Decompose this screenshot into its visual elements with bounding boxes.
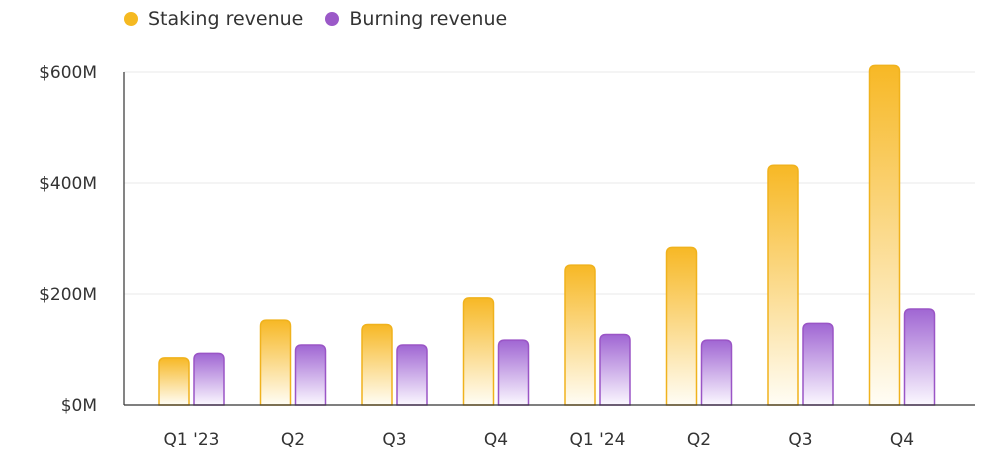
y-tick-label: $0M	[61, 396, 97, 416]
bar-staking[interactable]	[564, 264, 596, 406]
bar-staking[interactable]	[868, 64, 901, 406]
bar-burning[interactable]	[396, 344, 428, 406]
x-tick-label: Q4	[890, 430, 914, 450]
bar-staking[interactable]	[665, 246, 698, 406]
x-tick-label: Q2	[281, 430, 305, 450]
bar-burning[interactable]	[193, 352, 225, 406]
legend-label-burning: Burning revenue	[349, 8, 508, 30]
legend-item-staking[interactable]: Staking revenue	[124, 8, 303, 30]
legend-item-burning[interactable]: Burning revenue	[325, 8, 507, 30]
bar-staking[interactable]	[259, 319, 292, 406]
y-tick-label: $600M	[39, 63, 97, 83]
x-tick-label: Q3	[382, 430, 406, 450]
bar-burning[interactable]	[599, 333, 631, 406]
bar-burning[interactable]	[497, 339, 530, 406]
bar-staking[interactable]	[462, 297, 495, 406]
bar-burning[interactable]	[700, 339, 733, 406]
bar-burning[interactable]	[903, 308, 936, 406]
x-tick-label: Q1 '24	[570, 430, 626, 450]
x-tick-label: Q2	[687, 430, 711, 450]
legend-label-staking: Staking revenue	[148, 8, 304, 30]
x-tick-label: Q1 '23	[164, 430, 220, 450]
legend-swatch-staking	[124, 12, 138, 26]
bar-staking[interactable]	[767, 164, 799, 406]
y-tick-label: $200M	[39, 285, 97, 305]
x-tick-label: Q3	[788, 430, 812, 450]
bar-staking[interactable]	[158, 357, 190, 406]
bar-burning[interactable]	[294, 344, 327, 406]
x-tick-label: Q4	[484, 430, 508, 450]
y-tick-label: $400M	[39, 174, 97, 194]
bar-staking[interactable]	[361, 323, 393, 406]
legend: Staking revenue Burning revenue	[124, 8, 507, 30]
legend-swatch-burning	[325, 12, 340, 26]
bar-burning[interactable]	[802, 322, 834, 406]
